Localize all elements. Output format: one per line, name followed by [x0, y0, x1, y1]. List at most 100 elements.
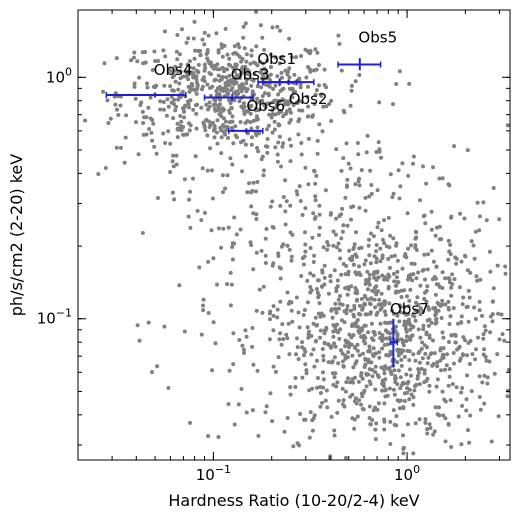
data-point — [245, 68, 250, 73]
data-point — [150, 68, 155, 72]
data-point — [178, 62, 183, 67]
data-point — [374, 150, 379, 154]
data-point — [249, 204, 254, 209]
data-point — [129, 58, 134, 63]
data-point — [388, 369, 393, 374]
data-point — [455, 347, 459, 352]
data-point — [287, 247, 292, 252]
data-point — [459, 320, 464, 325]
data-point — [398, 375, 403, 380]
data-point — [367, 253, 372, 258]
data-point — [322, 340, 327, 345]
data-point — [404, 255, 409, 260]
data-point — [256, 149, 261, 154]
data-point — [258, 59, 262, 64]
data-point — [203, 65, 208, 70]
data-point — [373, 427, 378, 432]
data-point — [362, 262, 367, 267]
data-point — [306, 182, 311, 187]
data-point — [323, 188, 328, 193]
data-point — [370, 374, 375, 379]
data-point — [353, 286, 358, 290]
data-point — [487, 359, 492, 364]
data-point — [283, 209, 288, 214]
data-point — [475, 278, 480, 283]
data-point — [202, 62, 207, 67]
data-point — [374, 249, 379, 254]
data-point — [308, 271, 313, 276]
data-point — [166, 104, 171, 109]
data-point — [375, 225, 380, 230]
data-point — [356, 329, 361, 334]
data-point — [449, 285, 454, 290]
data-point — [265, 127, 269, 132]
data-point — [161, 131, 166, 136]
data-point — [144, 132, 149, 137]
data-point — [369, 183, 374, 187]
data-point — [132, 50, 137, 55]
data-point — [331, 229, 336, 234]
data-point — [244, 59, 249, 64]
y-tick-label: 100 — [46, 65, 72, 86]
data-point — [425, 376, 430, 381]
data-point — [233, 124, 238, 129]
data-point — [296, 357, 301, 362]
data-point — [386, 257, 391, 261]
data-point — [302, 353, 306, 358]
data-point — [184, 40, 189, 45]
data-point — [373, 405, 378, 410]
data-point — [349, 205, 354, 210]
data-point — [286, 102, 291, 107]
data-point — [314, 173, 319, 178]
data-point — [434, 276, 438, 281]
data-point — [340, 386, 345, 391]
data-point — [436, 282, 441, 287]
data-point — [315, 50, 320, 55]
data-point — [278, 55, 283, 60]
data-point — [308, 51, 312, 56]
data-point — [298, 85, 303, 90]
data-point — [421, 327, 426, 332]
data-point — [206, 434, 211, 439]
data-point — [299, 141, 304, 145]
data-point — [361, 390, 366, 395]
data-point — [288, 203, 293, 208]
data-point — [411, 402, 416, 407]
data-point — [341, 398, 346, 403]
data-point — [376, 275, 381, 280]
data-point — [211, 320, 216, 325]
data-point — [248, 61, 253, 66]
data-point — [429, 248, 434, 253]
data-point — [437, 176, 442, 181]
data-point — [426, 304, 431, 309]
data-point — [285, 416, 290, 420]
data-point — [481, 336, 486, 341]
data-point — [305, 278, 310, 283]
data-point — [339, 272, 344, 277]
data-point — [122, 160, 127, 165]
data-point — [336, 398, 341, 403]
data-point — [249, 53, 254, 58]
data-point — [233, 62, 238, 67]
data-point — [316, 293, 321, 298]
data-point — [365, 269, 370, 274]
data-point — [399, 337, 404, 342]
data-point — [145, 85, 150, 90]
data-point — [449, 333, 454, 338]
data-point — [345, 355, 350, 360]
data-point — [392, 368, 397, 373]
data-point — [413, 421, 418, 426]
data-point — [417, 360, 422, 365]
data-point — [316, 311, 321, 316]
data-point — [295, 441, 300, 446]
data-point — [318, 391, 323, 395]
data-point — [206, 259, 211, 264]
data-point — [431, 165, 435, 170]
data-point — [376, 375, 381, 379]
data-point — [254, 250, 259, 255]
data-point — [337, 306, 341, 311]
data-point — [194, 91, 199, 96]
data-point — [407, 358, 412, 363]
data-point — [156, 59, 161, 63]
data-point — [389, 254, 394, 259]
